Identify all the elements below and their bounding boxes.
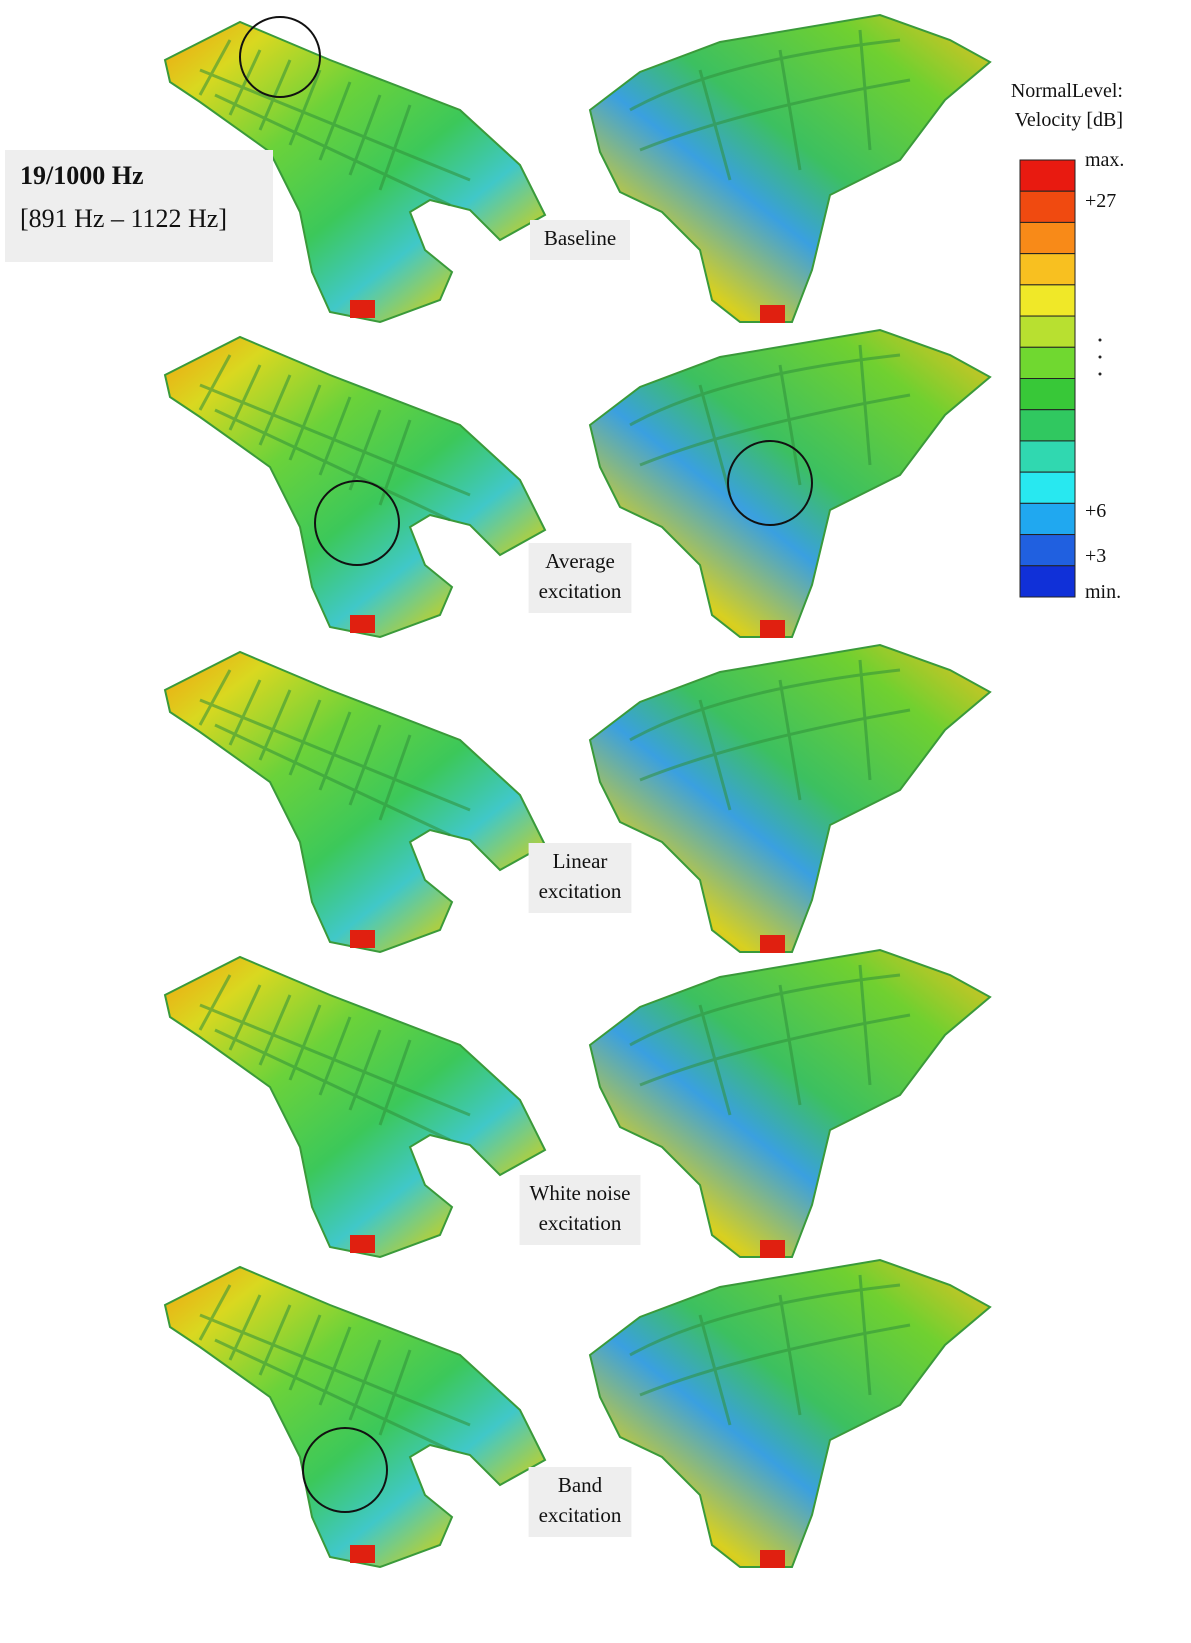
colorbar [1019, 159, 1076, 598]
legend-ellipsis [1098, 338, 1102, 376]
colorbar-band [1019, 346, 1076, 379]
legend-label: min. [1085, 581, 1121, 603]
panel-label: Average [545, 549, 615, 573]
panel-label-box [528, 543, 632, 613]
panel-label: Band [558, 1473, 603, 1497]
highlight-circle [239, 16, 321, 98]
colorbar-band [1019, 221, 1076, 255]
panel-label: Baseline [544, 226, 616, 250]
colorbar-band [1019, 565, 1076, 598]
panel-label-box [528, 1467, 632, 1537]
colorbar-band [1019, 190, 1076, 223]
colorbar-band [1019, 502, 1076, 536]
housing-right [588, 1258, 992, 1570]
panel-label: White noise [530, 1181, 631, 1205]
colorbar-band [1019, 159, 1076, 192]
colorbar-band [1019, 315, 1076, 348]
housing-left [163, 335, 547, 639]
panel-label: excitation [539, 879, 622, 903]
row-baseline [163, 13, 992, 325]
panel-label-box [530, 220, 630, 260]
legend: NormalLevel: Velocity [dB] max. +27 +6 +… [1011, 80, 1125, 603]
highlight-circle [302, 1427, 388, 1513]
header-box: 19/1000 Hz [891 Hz – 1122 Hz] [5, 150, 273, 262]
housing-right [588, 643, 992, 955]
legend-label: +3 [1085, 545, 1106, 567]
panel-label: excitation [539, 1503, 622, 1527]
highlight-circle [314, 480, 400, 566]
colorbar-band [1019, 534, 1076, 567]
panel-label-box [528, 843, 632, 913]
colorbar-band [1019, 440, 1076, 473]
colorbar-band [1019, 471, 1076, 504]
housing-right [588, 13, 992, 325]
header-title: 19/1000 Hz [20, 161, 144, 190]
colorbar-band [1019, 378, 1076, 411]
housing-left [163, 650, 547, 954]
legend-title: Velocity [dB] [1015, 109, 1123, 131]
panel-label: Linear [553, 849, 608, 873]
legend-label: +27 [1085, 190, 1116, 212]
panel-labels: Baseline Average excitation Linear excitatio… [519, 220, 641, 1537]
housing-right [588, 328, 992, 640]
housing-left [163, 1265, 547, 1569]
panel-label: excitation [539, 579, 622, 603]
panel-label: excitation [539, 1211, 622, 1235]
colorbar-band [1019, 284, 1076, 317]
legend-label: max. [1085, 149, 1124, 171]
highlight-circles [239, 16, 813, 1513]
header-background [5, 150, 273, 262]
housing-left [163, 955, 547, 1259]
panel-label-box [519, 1175, 641, 1245]
housing-right [588, 948, 992, 1260]
colorbar-band [1019, 253, 1076, 286]
legend-label: +6 [1085, 500, 1106, 522]
header-subtitle: [891 Hz – 1122 Hz] [20, 204, 227, 233]
legend-title: NormalLevel: [1011, 80, 1123, 102]
colorbar-band [1019, 409, 1076, 442]
highlight-circle [727, 440, 813, 526]
